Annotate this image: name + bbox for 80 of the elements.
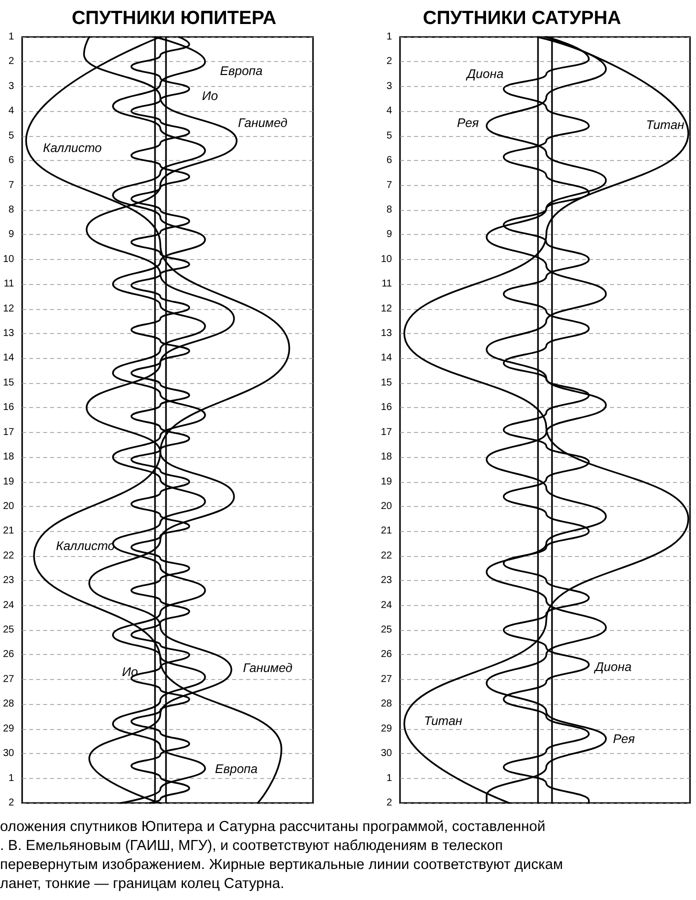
annotation: Европа (220, 64, 263, 78)
y-tick-label: 11 (4, 278, 15, 290)
chart-title: СПУТНИКИ ЮПИТЕРА (72, 8, 277, 29)
annotation: Диона (465, 67, 504, 81)
y-tick-label: 17 (380, 426, 392, 438)
y-tick-label: 27 (380, 674, 392, 685)
y-tick-label: 24 (3, 600, 15, 611)
y-tick-label: 2 (8, 798, 15, 808)
y-tick-label: 3 (386, 80, 392, 92)
annotation: Каллисто (43, 141, 102, 155)
y-tick-label: 5 (386, 130, 392, 142)
y-tick-label: 18 (380, 452, 392, 463)
y-tick-label: 4 (8, 106, 15, 117)
y-tick-label: 1 (8, 772, 15, 784)
y-tick-label: 29 (3, 723, 15, 734)
y-tick-label: 7 (8, 180, 15, 191)
y-tick-label: 2 (386, 798, 392, 808)
y-tick-label: 28 (3, 698, 15, 710)
y-tick-label: 21 (3, 526, 15, 537)
y-tick-label: 2 (8, 56, 15, 68)
annotation: Каллисто (56, 539, 115, 553)
y-tick-label: 27 (3, 674, 15, 685)
y-tick-label: 6 (386, 155, 392, 166)
y-tick-label: 18 (3, 452, 15, 463)
y-tick-label: 3 (8, 80, 15, 92)
annotation: Ио (202, 89, 218, 103)
y-tick-label: 25 (380, 624, 392, 636)
y-tick-label: 8 (8, 204, 15, 216)
annotation: Ганимед (238, 116, 288, 130)
y-tick-label: 13 (380, 328, 392, 340)
y-tick-label: 9 (8, 229, 15, 240)
annotation: Рея (457, 116, 480, 130)
annotation: Европа (215, 762, 258, 776)
text: оложения спутников Юпитера и Сатурна рассчитаны программой, составленной . В. Емельяновым (ГАИШ, МГУ), и соответствуют наблюдениям в телескоп перевернутым изображением. Жирные вертикальные линии соответствуют дискам ланет, тонкие — границам колец Сатурна. (0, 818, 564, 894)
y-tick-label: 16 (380, 402, 392, 414)
y-tick-label: 7 (386, 180, 392, 191)
y-tick-label: 2 (386, 56, 392, 68)
y-tick-label: 17 (3, 426, 15, 438)
y-tick-label: 30 (3, 748, 15, 760)
y-tick-label: 4 (386, 106, 392, 117)
y-tick-label: 5 (8, 130, 15, 142)
y-tick-label: 8 (386, 204, 392, 216)
y-tick-label: 16 (3, 402, 15, 414)
y-tick-label: 9 (386, 229, 392, 240)
y-tick-label: 22 (380, 550, 392, 562)
y-tick-label: 13 (3, 328, 15, 340)
y-tick-label: 25 (3, 624, 15, 636)
y-tick-label: 29 (380, 723, 392, 734)
y-tick-label: 23 (380, 575, 392, 586)
y-tick-label: 21 (380, 526, 392, 537)
y-tick-label: 14 (380, 352, 392, 364)
annotation: Ганимед (243, 661, 293, 675)
y-tick-label: 30 (380, 748, 392, 760)
y-tick-label: 26 (3, 649, 15, 660)
annotation: Рея (613, 732, 636, 746)
y-tick-label: 6 (8, 155, 15, 166)
y-tick-label: 10 (3, 254, 15, 265)
y-tick-label: 1 (8, 32, 15, 42)
y-tick-label: 20 (3, 500, 15, 512)
y-tick-label: 28 (380, 698, 392, 710)
y-tick-label: 10 (380, 254, 392, 265)
y-tick-label: 12 (3, 303, 15, 314)
annotation: Титан (424, 714, 462, 728)
y-tick-label: 24 (380, 600, 392, 611)
annotation: Диона (593, 660, 632, 674)
y-tick-label: 15 (3, 377, 15, 388)
y-tick-label: 12 (380, 303, 392, 314)
annotation: Титан (646, 118, 684, 132)
chart-title: СПУТНИКИ САТУРНА (422, 8, 622, 29)
y-tick-label: 20 (380, 500, 392, 512)
y-tick-label: 19 (380, 476, 392, 488)
y-tick-label: 19 (3, 476, 15, 488)
y-tick-label: 11 (382, 278, 392, 290)
y-tick-label: 15 (380, 377, 392, 388)
y-tick-label: 26 (380, 649, 392, 660)
y-tick-label: 22 (3, 550, 15, 562)
y-tick-label: 23 (3, 575, 15, 586)
y-tick-label: 1 (386, 772, 392, 784)
y-tick-label: 14 (3, 352, 15, 364)
y-tick-label: 1 (386, 32, 392, 42)
